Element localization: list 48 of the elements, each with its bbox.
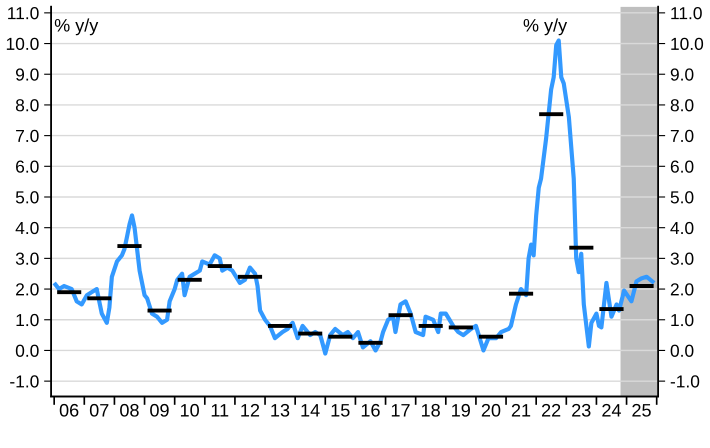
y2-tick-label: 10.0	[671, 38, 704, 50]
y2-tick-label: 5.0	[670, 191, 694, 204]
y-axis-title: % y/y	[54, 18, 98, 36]
x-tick-label: 22	[542, 404, 560, 417]
y-tick-label: 3.0	[16, 252, 39, 265]
x-tick-label: 08	[120, 404, 139, 417]
x-tick-label: 16	[362, 404, 380, 417]
y2-tick-label: 7.0	[670, 130, 694, 142]
y2-tick-label: 11.0	[671, 7, 702, 20]
x-tick-label: 24	[602, 404, 621, 417]
y2-axis-title: % y/y	[524, 18, 568, 36]
x-tick-label: 11	[212, 404, 228, 417]
x-tick-label: 25	[632, 404, 651, 417]
x-tick-label: 20	[482, 404, 500, 417]
y-tick-label: 4.0	[16, 222, 39, 234]
y2-tick-label: -1.0	[670, 375, 700, 388]
y2-tick-label: 6.0	[670, 160, 694, 173]
y-tick-label: 5.0	[16, 191, 39, 204]
x-tick-label: 14	[301, 404, 320, 417]
x-tick-label: 19	[452, 404, 470, 417]
x-tick-label: 10	[180, 404, 199, 417]
y-tick-label: 10.0	[6, 38, 39, 50]
y2-tick-label: 1.0	[671, 314, 694, 326]
y2-tick-label: 3.0	[670, 252, 694, 265]
x-tick-label: 15	[332, 404, 350, 417]
y-tick-label: 7.0	[16, 130, 39, 142]
x-tick-label: 07	[90, 404, 108, 417]
y-tick-label: 0.0	[16, 344, 39, 357]
x-tick-label: 12	[241, 404, 260, 417]
x-tick-label: 09	[150, 404, 169, 417]
y-tick-label: 1.0	[16, 314, 39, 326]
x-tick-label: 17	[392, 404, 410, 417]
y-tick-label: -1.0	[10, 375, 39, 388]
x-tick-label: 18	[422, 404, 440, 417]
x-tick-label: 21	[512, 404, 530, 417]
y-tick-label: 9.0	[16, 68, 39, 81]
y2-tick-label: 2.0	[670, 283, 694, 296]
x-tick-label: 06	[60, 404, 78, 417]
y2-tick-label: 8.0	[670, 99, 694, 112]
y2-tick-label: 4.0	[670, 222, 694, 234]
y2-tick-label: 9.0	[670, 68, 694, 81]
y-tick-label: 8.0	[16, 99, 39, 112]
y-tick-label: 11.0	[8, 7, 39, 20]
x-tick-label: 23	[572, 404, 590, 417]
x-tick-label: 13	[271, 404, 290, 417]
y-tick-label: 6.0	[16, 160, 39, 173]
y-tick-label: 2.0	[16, 283, 39, 296]
y2-tick-label: 0.0	[670, 344, 694, 357]
